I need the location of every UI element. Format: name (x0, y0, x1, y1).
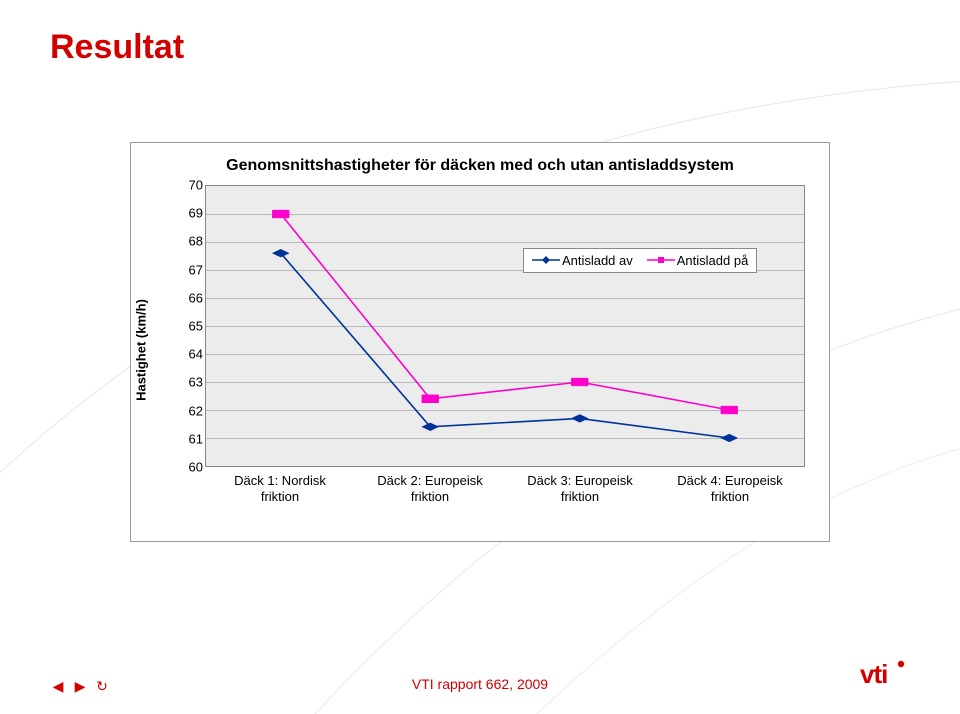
y-tick-label: 64 (169, 347, 203, 362)
series-marker (422, 423, 439, 431)
legend-entry: Antisladd på (647, 253, 749, 268)
series-marker (272, 210, 289, 218)
y-axis-ticks: 6061626364656667686970 (169, 185, 203, 467)
y-tick-label: 70 (169, 178, 203, 193)
chart-title: Genomsnittshastigheter för däcken med oc… (149, 157, 811, 175)
y-tick-label: 67 (169, 262, 203, 277)
chart-body: Hastighet (km/h) 6061626364656667686970 … (149, 185, 811, 515)
plot-wrap: 6061626364656667686970 Antisladd avAntis… (205, 185, 805, 467)
legend-label: Antisladd på (677, 253, 749, 268)
chart-container: Genomsnittshastigheter för däcken med oc… (130, 142, 830, 542)
y-tick-label: 60 (169, 460, 203, 475)
slide-title: Resultat (50, 28, 184, 67)
y-tick-label: 69 (169, 206, 203, 221)
y-tick-label: 61 (169, 431, 203, 446)
series-line (281, 253, 730, 438)
series-marker (422, 395, 439, 403)
footer-text: VTI rapport 662, 2009 (412, 676, 548, 692)
y-tick-label: 68 (169, 234, 203, 249)
legend-swatch (532, 254, 560, 266)
legend-label: Antisladd av (562, 253, 633, 268)
x-axis-ticks: Däck 1: Nordiskfriktion Däck 2: Europeisk… (205, 469, 805, 513)
y-tick-label: 62 (169, 403, 203, 418)
legend: Antisladd av Antisladd på (523, 248, 757, 273)
vti-logo: vti (854, 657, 914, 696)
series-marker (721, 434, 738, 442)
x-tick-label: Däck 1: Nordiskfriktion (210, 473, 350, 504)
x-tick-label: Däck 2: Europeiskfriktion (360, 473, 500, 504)
footer: VTI rapport 662, 2009 (0, 676, 960, 692)
series-line (281, 214, 730, 410)
y-tick-label: 63 (169, 375, 203, 390)
plot-area: Antisladd av Antisladd på (205, 185, 805, 467)
y-tick-label: 65 (169, 319, 203, 334)
series-marker (571, 414, 588, 422)
x-tick-label: Däck 3: Europeiskfriktion (510, 473, 650, 504)
series-marker (272, 249, 289, 257)
chart-svg (206, 186, 804, 466)
legend-entry: Antisladd av (532, 253, 633, 268)
y-axis-label: Hastighet (km/h) (134, 299, 149, 401)
legend-swatch (647, 254, 675, 266)
y-tick-label: 66 (169, 290, 203, 305)
svg-text:vti: vti (860, 659, 887, 689)
series-marker (721, 406, 738, 414)
x-tick-label: Däck 4: Europeiskfriktion (660, 473, 800, 504)
series-marker (571, 378, 588, 386)
